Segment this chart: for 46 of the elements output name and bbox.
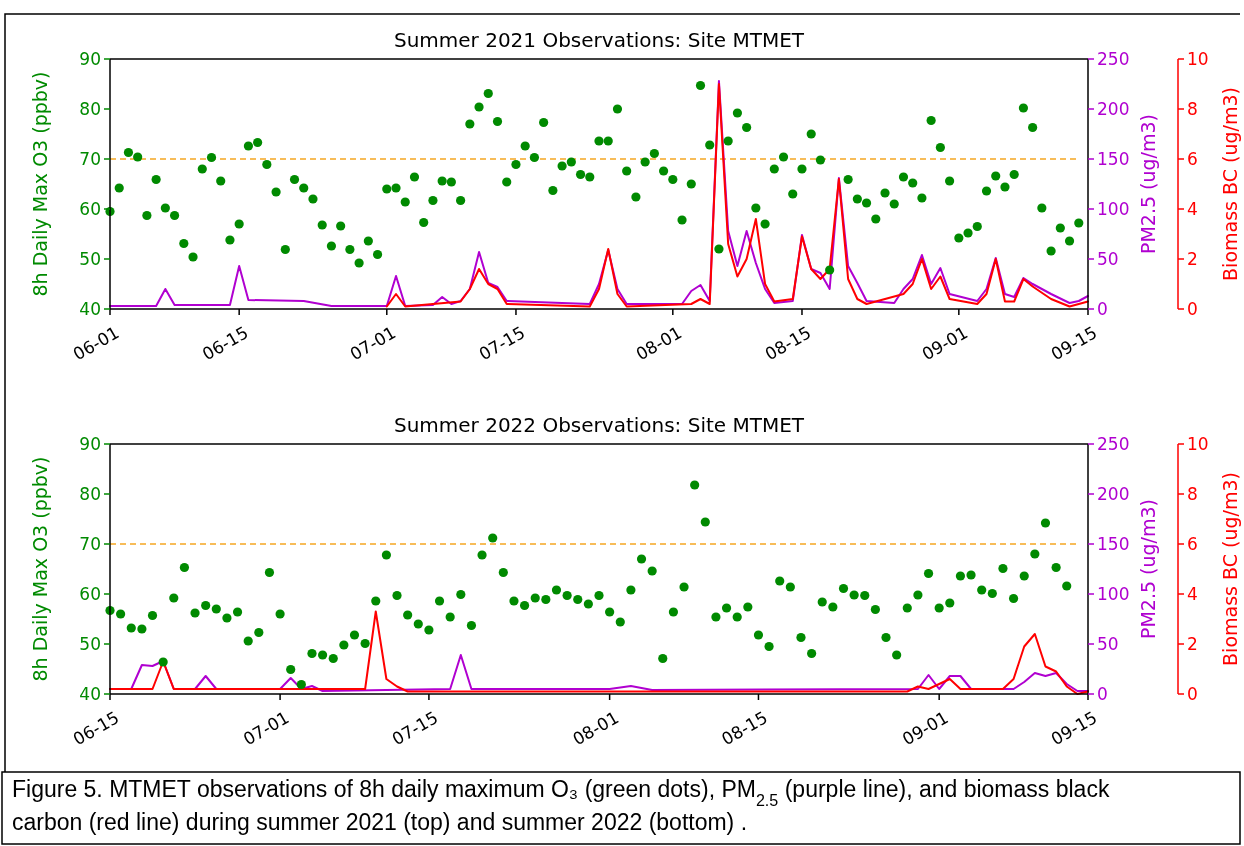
y3-tick-label: 8 [1187, 484, 1198, 504]
y3-tick-label: 10 [1187, 434, 1209, 454]
y3-axis-title: Biomass BC (ug/m3) [1219, 87, 1241, 281]
chart-title: Summer 2021 Observations: Site MTMET [393, 28, 805, 52]
y2-tick-label: 150 [1097, 534, 1130, 554]
y3-tick-label: 6 [1187, 534, 1198, 554]
y2-tick-label: 0 [1097, 299, 1108, 319]
y-tick-label: 40 [79, 684, 101, 704]
y2-tick-label: 50 [1097, 249, 1119, 269]
chart-title: Summer 2022 Observations: Site MTMET [393, 413, 805, 437]
y2-tick-label: 250 [1097, 434, 1130, 454]
y3-tick-label: 10 [1187, 49, 1209, 69]
y2-tick-label: 200 [1097, 99, 1130, 119]
y-tick-label: 60 [79, 199, 101, 219]
y2-tick-label: 150 [1097, 149, 1130, 169]
y3-tick-label: 6 [1187, 149, 1198, 169]
y2-axis-title: PM2.5 (ug/m3) [1137, 498, 1159, 640]
y2-tick-label: 100 [1097, 199, 1130, 219]
y-tick-label: 40 [79, 299, 101, 319]
y3-tick-label: 4 [1187, 584, 1198, 604]
y3-tick-label: 8 [1187, 99, 1198, 119]
y3-tick-label: 0 [1187, 299, 1198, 319]
y-tick-label: 90 [79, 49, 101, 69]
y-tick-label: 60 [79, 584, 101, 604]
y2-tick-label: 100 [1097, 584, 1130, 604]
line-series [385, 83, 1089, 308]
y2-axis-title: PM2.5 (ug/m3) [1137, 113, 1159, 255]
text: Figure 5. MTMET observations of 8h daily maximum O₃ (green dots), PM$_{2.5}$ (purple line), and biomass black carbon (red line) during summer 2021 (top) and summer 2022 (bottom) . [12, 776, 1110, 835]
y3-tick-label: 2 [1187, 249, 1198, 269]
y-axis-title: 8h Daily Max O3 (ppbv) [29, 456, 51, 682]
y2-tick-label: 250 [1097, 49, 1130, 69]
y2-tick-label: 0 [1097, 684, 1108, 704]
y-axis-title: 8h Daily Max O3 (ppbv) [29, 71, 51, 297]
y-tick-label: 50 [79, 634, 101, 654]
y-tick-label: 70 [79, 149, 101, 169]
y2-tick-label: 50 [1097, 634, 1119, 654]
y-tick-label: 70 [79, 534, 101, 554]
y-tick-label: 80 [79, 99, 101, 119]
y2-tick-label: 200 [1097, 484, 1130, 504]
y3-tick-label: 4 [1187, 199, 1198, 219]
y-tick-label: 90 [79, 434, 101, 454]
y3-tick-label: 2 [1187, 634, 1198, 654]
y-tick-label: 80 [79, 484, 101, 504]
y3-axis-title: Biomass BC (ug/m3) [1219, 472, 1241, 666]
y-tick-label: 50 [79, 249, 101, 269]
y3-tick-label: 0 [1187, 684, 1198, 704]
